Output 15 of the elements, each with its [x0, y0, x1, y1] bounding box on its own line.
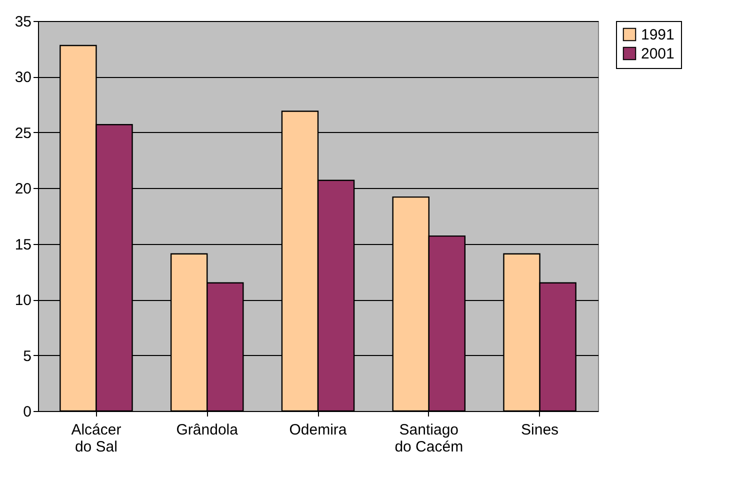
y-tick-label: 10 [14, 292, 32, 310]
x-tick-label: Santiago do Cacém [394, 422, 464, 456]
y-tick-label: 0 [23, 404, 32, 420]
legend-label: 2001 [641, 46, 674, 62]
x-tick-label: Grândola [176, 422, 239, 438]
y-tick-label: 5 [23, 348, 32, 365]
y-tick-label: 35 [14, 14, 32, 30]
x-tick-label: Odemira [289, 422, 348, 438]
x-tick-label: Alcácer do Sal [71, 422, 122, 456]
y-tick-label: 15 [14, 236, 32, 254]
x-tick-label: Sines [521, 422, 559, 438]
y-tick-label: 30 [14, 69, 32, 86]
y-tick-label: 20 [14, 180, 32, 198]
y-tick-label: 25 [14, 124, 32, 142]
legend-label: 1991 [641, 26, 674, 44]
